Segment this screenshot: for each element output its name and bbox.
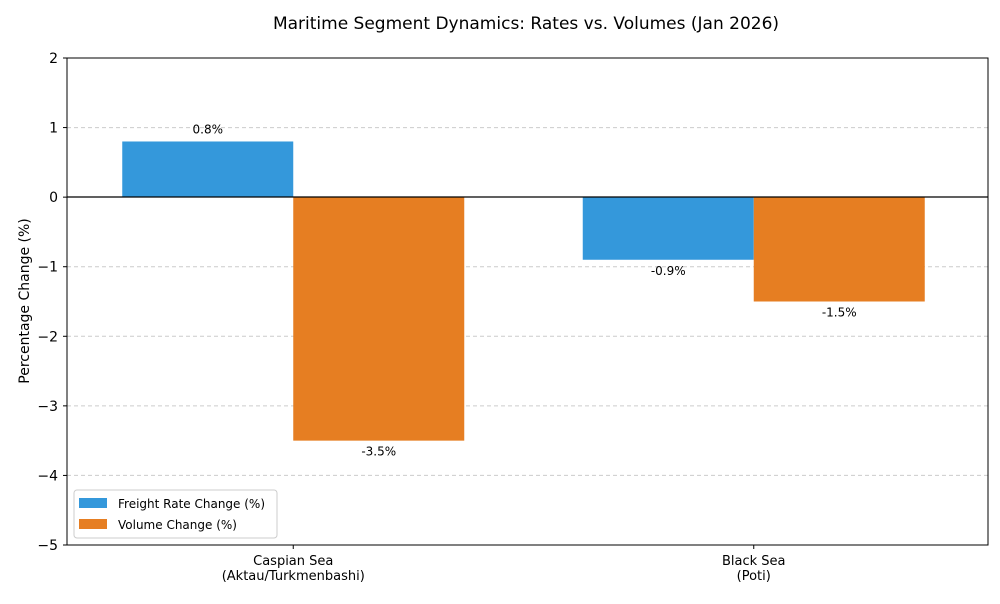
- y-ticks: 2 1 0 −1 −2 −3 −4 −5: [37, 51, 67, 554]
- legend-label-freight: Freight Rate Change (%): [118, 497, 265, 511]
- y-axis-label: Percentage Change (%): [17, 218, 33, 383]
- legend: Freight Rate Change (%) Volume Change (%…: [73, 489, 278, 539]
- bar-data-label: 0.8%: [193, 122, 224, 136]
- legend-label-volume: Volume Change (%): [118, 518, 237, 532]
- x-tick-label: (Aktau/Turkmenbashi): [222, 569, 365, 584]
- chart-title: Maritime Segment Dynamics: Rates vs. Vol…: [273, 14, 779, 34]
- y-tick-label: −1: [37, 260, 58, 276]
- y-tick-label: −2: [37, 329, 58, 345]
- y-tick-label: −5: [37, 538, 58, 554]
- bar-volume: [753, 197, 925, 302]
- plot-frame: [66, 57, 989, 546]
- x-tick-label: Caspian Sea: [253, 554, 333, 569]
- bar-freight: [582, 197, 754, 260]
- y-tick-label: 0: [49, 190, 58, 206]
- bar-volume: [293, 197, 465, 441]
- y-tick-label: 1: [49, 121, 58, 137]
- bar-data-label: -1.5%: [822, 306, 857, 320]
- bar-data-label: -0.9%: [651, 264, 686, 278]
- x-tick-label: Black Sea: [722, 554, 786, 569]
- legend-swatch-freight: [79, 498, 107, 508]
- y-tick-label: −4: [37, 468, 58, 484]
- legend-box: [73, 489, 278, 539]
- y-tick-label: −3: [37, 399, 58, 415]
- bar-data-label: -3.5%: [361, 445, 396, 459]
- y-tick-label: 2: [49, 51, 58, 67]
- x-tick-label: (Poti): [737, 569, 771, 584]
- legend-swatch-volume: [79, 519, 107, 529]
- bars: 0.8% -3.5% -0.9% -1.5%: [122, 122, 925, 459]
- bar-freight: [122, 141, 294, 198]
- x-ticks: Caspian Sea(Aktau/Turkmenbashi) Black Sea…: [222, 545, 786, 584]
